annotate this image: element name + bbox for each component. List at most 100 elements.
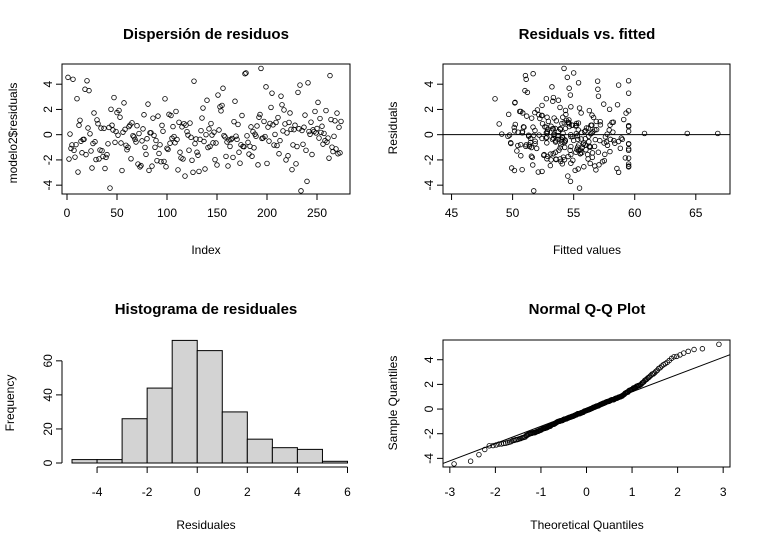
p2-points	[492, 65, 721, 194]
p1-x-tick-label: 250	[307, 206, 327, 220]
p1-point	[242, 71, 248, 77]
p2-point	[539, 120, 546, 127]
p1-point	[234, 136, 240, 143]
p1-point	[332, 118, 338, 124]
p1-point	[91, 110, 97, 116]
p1-point	[154, 157, 160, 164]
p2-point	[581, 128, 588, 135]
p1-point	[239, 112, 245, 119]
p1-point	[66, 156, 72, 162]
p1-point	[232, 98, 238, 104]
p2-y-tick-label: 2	[422, 106, 436, 113]
p1-point	[161, 158, 167, 165]
p2-point	[511, 128, 518, 134]
p3-bars	[71, 339, 348, 464]
p1-y-tick-label: 4	[41, 81, 55, 88]
p4-point	[486, 443, 492, 449]
p2-point	[518, 108, 524, 115]
p1-point	[86, 87, 92, 94]
p2-point	[625, 155, 632, 161]
p2-point	[526, 133, 532, 139]
p2-point	[530, 162, 536, 168]
p1-point	[193, 136, 199, 142]
p1-point	[95, 120, 101, 127]
p2-point	[611, 137, 617, 144]
p1-point	[215, 92, 221, 98]
p1-point	[333, 146, 339, 152]
p1-point	[140, 126, 146, 132]
p1-point	[171, 133, 177, 140]
p2-point	[559, 139, 565, 145]
p1-point	[141, 112, 147, 118]
p2-point	[578, 110, 584, 116]
p1-point	[182, 173, 188, 179]
p4-point	[501, 440, 507, 447]
p1-point	[150, 115, 156, 121]
p1-point	[165, 146, 171, 153]
p2-point	[584, 151, 591, 158]
p4-x-axis: -3 -2 -1 0 1 2 3	[444, 466, 727, 499]
p1-point	[212, 156, 218, 163]
p4-y-tick-label: -2	[422, 428, 436, 439]
p1-title: Dispersión de residuos	[123, 26, 289, 43]
p2-point	[585, 133, 592, 139]
p1-x-tick-label: 0	[64, 206, 71, 220]
p1-point	[293, 161, 299, 167]
p1-point	[296, 126, 302, 132]
p2-point	[515, 142, 521, 149]
p1-x-tick-label: 50	[110, 206, 124, 220]
p2-point	[576, 105, 583, 111]
p2-point	[597, 137, 603, 144]
p1-point	[227, 143, 233, 150]
p1-point	[235, 121, 241, 128]
p2-point	[528, 115, 535, 121]
p2-point	[518, 153, 524, 159]
p3-x-tick-label: 4	[294, 485, 301, 499]
p1-point	[101, 125, 107, 132]
p2-point	[575, 166, 581, 172]
p2-point	[684, 130, 690, 137]
p2-point	[552, 125, 558, 132]
p2-point	[575, 148, 582, 154]
p1-point	[129, 120, 135, 126]
panel-histogram: Histograma de residuales Residuales Freq…	[3, 301, 351, 532]
p1-point	[152, 144, 158, 151]
p1-point	[251, 145, 257, 151]
p4-point	[493, 442, 499, 448]
p3-bar	[171, 339, 198, 464]
p2-point	[560, 130, 566, 137]
p2-point	[576, 185, 583, 191]
p1-point	[255, 162, 261, 168]
p2-point	[595, 93, 602, 99]
p2-point	[623, 110, 629, 116]
p2-point	[577, 151, 583, 157]
p3-y-tick-label: 20	[41, 422, 55, 436]
p1-point	[160, 128, 166, 134]
p1-y-tick-label: 0	[41, 131, 55, 138]
p1-point	[198, 127, 204, 134]
p2-point	[568, 104, 574, 110]
p2-point	[610, 119, 617, 125]
p1-point	[267, 120, 273, 127]
p4-point	[482, 446, 488, 453]
p1-point	[309, 151, 315, 158]
p2-point	[523, 76, 529, 82]
p2-point	[561, 139, 568, 146]
p2-point	[547, 162, 554, 169]
p3-y-tick-label: 60	[41, 354, 55, 368]
p2-point	[528, 153, 535, 159]
p2-point	[550, 98, 556, 104]
p1-point	[167, 140, 173, 146]
p1-point	[180, 156, 186, 162]
p2-point	[541, 152, 547, 158]
p4-point	[467, 458, 474, 464]
p2-point	[507, 140, 514, 146]
p1-point	[110, 127, 116, 133]
p4-x-tick-label: 0	[583, 485, 590, 499]
p2-point	[575, 80, 582, 86]
p1-point	[71, 147, 77, 154]
p1-point	[305, 80, 311, 86]
p1-point	[308, 119, 314, 125]
p2-point	[586, 107, 593, 114]
p3-y-axis: 0 20 40 60	[41, 354, 63, 466]
